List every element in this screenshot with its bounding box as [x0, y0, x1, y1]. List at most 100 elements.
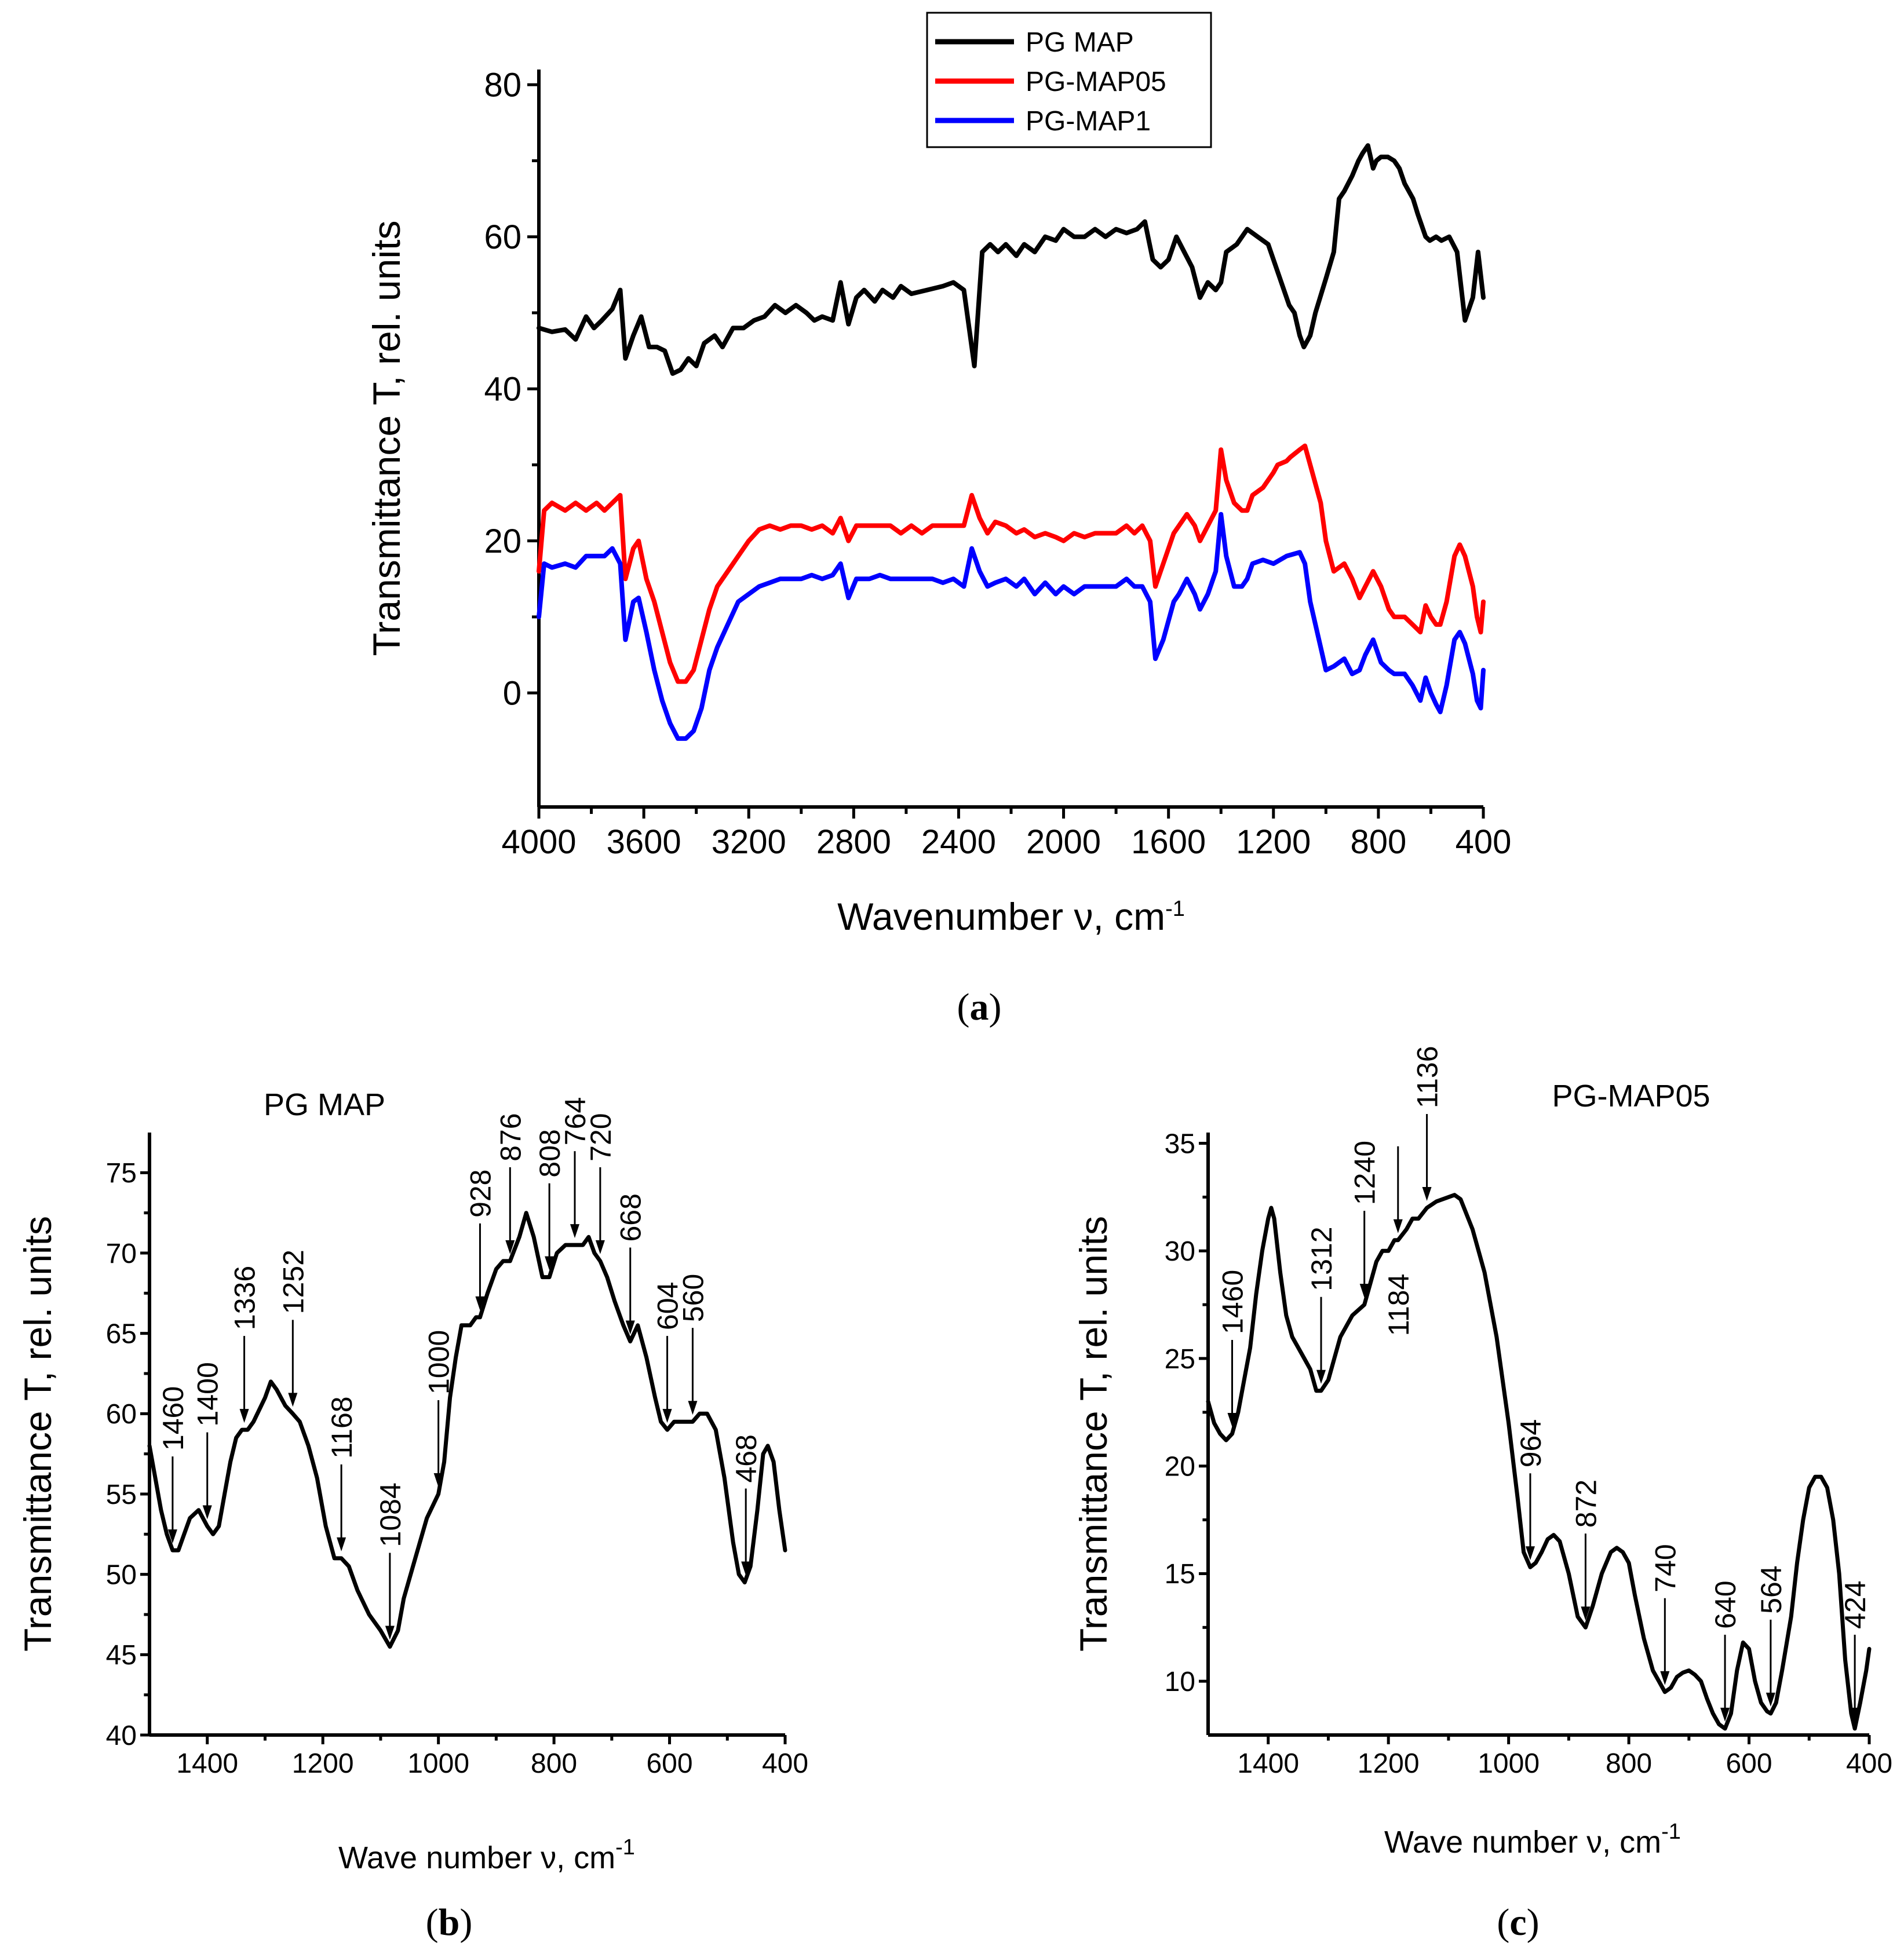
series-line-pg-map [537, 143, 1486, 376]
x-axis-label-superscript: -1 [1661, 1820, 1681, 1844]
annotation-label: 560 [677, 1274, 709, 1322]
annotation-arrowhead [1581, 1606, 1591, 1621]
panel-label-open: ( [957, 986, 970, 1028]
annotation-arrowhead [239, 1409, 249, 1423]
x-tick-label: 2800 [816, 823, 891, 861]
annotation-label: 1252 [277, 1250, 309, 1314]
x-axis-label: Wave number ν, cm-1 [1384, 1820, 1681, 1860]
annotation-arrowhead [1850, 1707, 1860, 1722]
annotation-label: 1184 [1383, 1274, 1415, 1336]
annotation-arrowhead [337, 1537, 346, 1551]
annotation-label: 740 [1649, 1544, 1681, 1592]
y-tick-label: 75 [106, 1158, 137, 1189]
panel-label-open: ( [1497, 1901, 1509, 1944]
y-tick-label: 70 [106, 1239, 137, 1269]
annotation-arrowhead [1422, 1187, 1432, 1201]
annotation-arrowhead [688, 1401, 698, 1415]
annotation-arrowhead [570, 1224, 579, 1239]
x-tick-label: 1000 [1478, 1748, 1540, 1779]
y-tick-label: 40 [484, 370, 521, 408]
panel-label: (b) [426, 1901, 473, 1944]
panel-label: (a) [957, 986, 1002, 1028]
y-tick-label: 30 [1165, 1236, 1195, 1267]
y-tick-label: 40 [106, 1721, 137, 1751]
series-line-pg-map05 [1206, 1193, 1872, 1731]
x-axis-label-text: Wavenumber ν, cm [837, 895, 1165, 938]
y-tick-label: 50 [106, 1559, 137, 1590]
y-tick-label: 60 [106, 1399, 137, 1430]
annotation-arrowhead [167, 1529, 177, 1544]
panel-label-close: ) [459, 1901, 472, 1944]
x-axis-label-superscript: -1 [1165, 897, 1185, 921]
x-axis-label: Wavenumber ν, cm-1 [837, 895, 1185, 938]
y-axis-label: Transmittance T, rel. units [365, 221, 408, 656]
x-tick-label: 800 [531, 1748, 577, 1779]
y-tick-label: 80 [484, 67, 521, 104]
annotation-label: 1136 [1411, 1046, 1444, 1108]
annotation-label: 872 [1570, 1480, 1602, 1528]
x-tick-label: 400 [1456, 823, 1512, 861]
x-tick-label: 1200 [292, 1748, 354, 1779]
panel-title: PG MAP [264, 1087, 385, 1122]
annotation-label: 1400 [192, 1362, 224, 1426]
x-tick-label: 1600 [1131, 823, 1206, 861]
y-tick-label: 60 [484, 218, 521, 256]
annotation-arrowhead [545, 1256, 555, 1270]
annotation-arrowhead [1525, 1546, 1535, 1561]
x-tick-label: 600 [1726, 1748, 1772, 1779]
x-axis-label-text: Wave number ν, cm [1384, 1825, 1661, 1860]
annotation-label: 1312 [1305, 1226, 1338, 1291]
y-tick-label: 65 [106, 1319, 137, 1349]
panel-c: 1400 1200 1000 800 600 400 10 15 20 25 30 35 Transmi… [1072, 1046, 1892, 1944]
y-tick-label: 20 [1165, 1452, 1195, 1482]
annotation-label: 1460 [1216, 1270, 1249, 1334]
x-tick-label: 400 [762, 1748, 808, 1779]
annotation-arrowhead [1766, 1692, 1775, 1707]
annotation-arrowhead [1227, 1413, 1237, 1427]
annotation-arrowhead [1316, 1369, 1326, 1384]
y-axis-label: Transmittance T, rel. units [1072, 1216, 1115, 1652]
annotation-label: 808 [534, 1129, 566, 1177]
annotation-arrowhead [475, 1296, 485, 1310]
y-tick-label: 20 [484, 523, 521, 560]
annotation-label: 964 [1515, 1419, 1547, 1467]
annotation-arrowhead [1393, 1219, 1403, 1233]
panel-title: PG-MAP05 [1552, 1079, 1710, 1113]
panel-label-letter: b [439, 1901, 460, 1944]
annotation-arrowhead [662, 1409, 672, 1423]
y-tick-label: 0 [503, 674, 521, 712]
annotation-arrowhead [595, 1240, 605, 1254]
x-tick-label: 1000 [407, 1748, 469, 1779]
annotation-label: 720 [585, 1113, 617, 1161]
annotation-label: 876 [494, 1113, 527, 1161]
panel-label-close: ) [1527, 1901, 1540, 1944]
x-axis-label: Wave number ν, cm-1 [338, 1835, 635, 1875]
annotation-arrowhead [1720, 1707, 1730, 1722]
annotation-arrowhead [202, 1505, 212, 1520]
panel-label-open: ( [426, 1901, 439, 1944]
series-line-pg-map [147, 1211, 787, 1649]
x-tick-label: 3600 [607, 823, 681, 861]
series-line-pg-map05 [537, 443, 1486, 684]
x-tick-label: 800 [1606, 1748, 1652, 1779]
annotation-arrowhead [505, 1240, 515, 1254]
annotation-arrowhead [385, 1626, 395, 1640]
annotation-label: 564 [1755, 1565, 1788, 1613]
x-tick-label: 2400 [921, 823, 996, 861]
annotation-label: 468 [730, 1434, 763, 1482]
annotation-label: 424 [1839, 1580, 1872, 1628]
x-tick-label: 2000 [1026, 823, 1101, 861]
annotation-arrowhead [288, 1393, 298, 1407]
annotation-arrowhead [1359, 1284, 1369, 1298]
panel-a: 4000 3600 3200 2800 2400 2000 1600 1200 800 40002… [365, 12, 1512, 1028]
x-tick-label: 1200 [1358, 1748, 1420, 1779]
legend-entry: PG-MAP05 [1026, 67, 1166, 97]
annotation-label: 604 [652, 1282, 684, 1330]
y-tick-label: 45 [106, 1640, 137, 1671]
annotation-label: 1168 [326, 1396, 358, 1459]
x-tick-label: 800 [1350, 823, 1406, 861]
y-tick-label: 55 [106, 1480, 137, 1510]
panel-label-close: ) [989, 986, 1002, 1028]
panel-b: 1400 1200 1000 800 600 400 40 45 50 55 60 65 70 75 Tra… [16, 1087, 808, 1944]
